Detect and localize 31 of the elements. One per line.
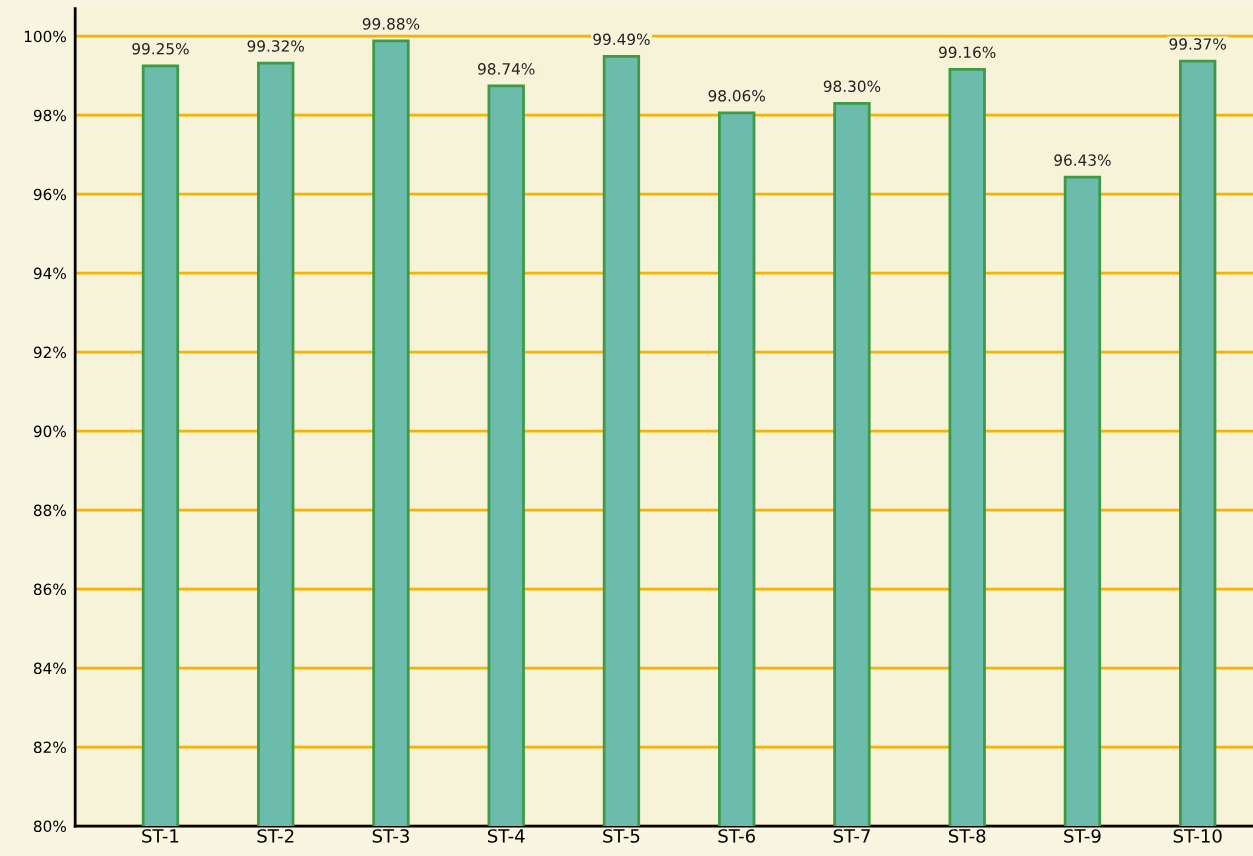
data-label: 99.49%	[593, 33, 650, 46]
x-tick-label: ST-8	[948, 829, 986, 843]
x-tick-label: ST-9	[1064, 829, 1101, 843]
data-label: 96.43%	[1054, 154, 1111, 166]
data-label: 99.37%	[1169, 38, 1226, 50]
y-tick-label: 84%	[33, 662, 66, 675]
data-label: 98.30%	[823, 80, 881, 93]
y-tick-label: 100%	[24, 30, 66, 43]
y-tick-label: 92%	[33, 346, 66, 359]
data-label: 99.32%	[247, 40, 304, 52]
data-label: 98.74%	[478, 63, 535, 75]
y-tick-label: 82%	[33, 741, 66, 754]
x-tick-label: ST-3	[372, 829, 409, 843]
data-label: 98.06%	[708, 89, 765, 102]
data-label: 99.25%	[132, 42, 189, 55]
x-tick-label: ST-6	[718, 829, 755, 843]
y-tick-label: 96%	[33, 188, 66, 201]
x-tick-label: ST-7	[833, 829, 870, 843]
y-tick-label: 88%	[33, 504, 66, 517]
y-tick-label: 86%	[33, 583, 66, 596]
y-tick-label: 80%	[33, 820, 66, 833]
x-tick-label: ST-5	[603, 829, 640, 843]
y-tick-label: 90%	[33, 425, 66, 438]
y-tick-label: 98%	[33, 109, 66, 122]
x-tick-label: ST-1	[142, 829, 179, 843]
data-label: 99.88%	[362, 18, 420, 30]
data-label: 99.16%	[939, 46, 996, 59]
x-tick-label: ST-10	[1173, 829, 1222, 843]
x-tick-label: ST-4	[487, 829, 525, 843]
x-tick-label: ST-2	[257, 829, 294, 843]
y-tick-label: 94%	[33, 267, 66, 280]
